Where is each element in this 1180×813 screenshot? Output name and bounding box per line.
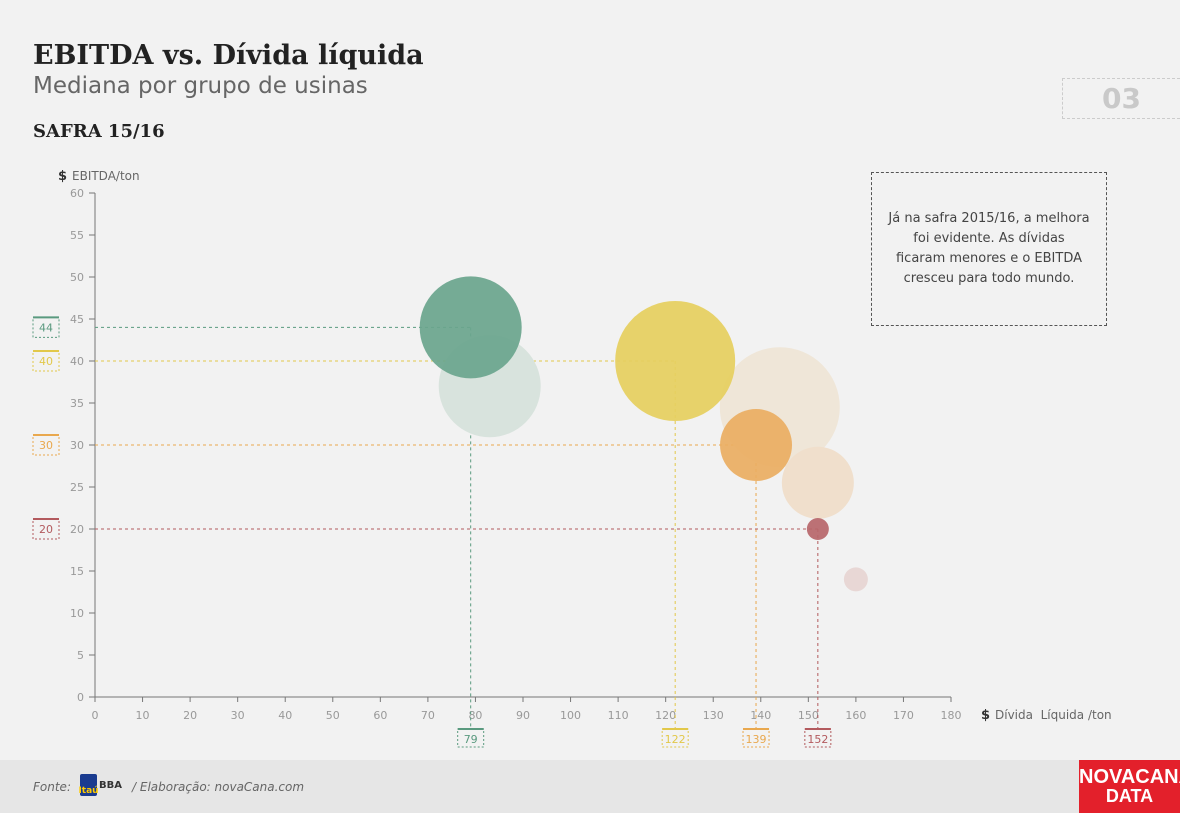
page-number: 03 xyxy=(1062,78,1180,119)
x-tick-label: 150 xyxy=(798,709,819,722)
bubble-layer xyxy=(419,276,868,592)
x-tick-label: 10 xyxy=(136,709,150,722)
x-axis-currency: $ xyxy=(981,708,990,723)
y-tick-label: 40 xyxy=(70,355,84,368)
y-tick-label: 25 xyxy=(70,481,84,494)
elaboration-credit: / Elaboração: novaCana.com xyxy=(132,780,305,794)
itau-logo-text: BBA xyxy=(99,779,122,791)
x-tick-label: 90 xyxy=(516,709,530,722)
bubble-1516 xyxy=(720,409,793,481)
bubble-1516 xyxy=(806,518,829,540)
chart-axes: 0 5 10 15 20 25 30 35 40 45 50 55 60 0 10 20 30 40 50 60 70 8… xyxy=(70,187,962,722)
y-tick-label: 15 xyxy=(70,565,84,578)
footer-bar xyxy=(0,760,1180,813)
annotation-box: Já na safra 2015/16, a melhora foi evide… xyxy=(871,172,1107,326)
bubble-chart: 0 5 10 15 20 25 30 35 40 45 50 55 60 0 10 20 30 40 50 60 70 8… xyxy=(32,169,1112,748)
y-tick-label: 35 xyxy=(70,397,84,410)
x-tick-label: 110 xyxy=(608,709,629,722)
itau-bba-logo: Itaú BBA xyxy=(78,774,122,796)
x-tick-label: 120 xyxy=(655,709,676,722)
bubble-1516 xyxy=(615,301,736,421)
value-markers: 44 79 40 122 30 139 20 152 xyxy=(32,316,832,748)
bubble-1516 xyxy=(419,276,522,379)
x-value-label: 79 xyxy=(464,733,478,746)
y-tick-label: 10 xyxy=(70,607,84,620)
novacana-data-logo: NOVACANA DATA xyxy=(1079,760,1180,813)
y-tick-label: 45 xyxy=(70,313,84,326)
x-tick-label: 40 xyxy=(278,709,292,722)
chart-subtitle: Mediana por grupo de usinas xyxy=(33,73,368,99)
y-tick-label: 30 xyxy=(70,439,84,452)
period-label: SAFRA 15/16 xyxy=(33,121,165,142)
y-tick-label: 0 xyxy=(77,691,84,704)
logo-line-2: DATA xyxy=(1105,785,1154,806)
y-value-label: 44 xyxy=(39,321,53,334)
x-value-label: 152 xyxy=(807,733,828,746)
x-tick-label: 0 xyxy=(92,709,99,722)
bubble-1415 xyxy=(843,567,868,592)
x-tick-label: 100 xyxy=(560,709,581,722)
y-tick-label: 60 xyxy=(70,187,84,200)
x-tick-label: 80 xyxy=(468,709,482,722)
x-tick-label: 70 xyxy=(421,709,435,722)
x-value-label: 139 xyxy=(746,733,767,746)
y-tick-label: 50 xyxy=(70,271,84,284)
y-tick-label: 5 xyxy=(77,649,84,662)
x-tick-label: 130 xyxy=(703,709,724,722)
x-tick-label: 20 xyxy=(183,709,197,722)
bubble-1415 xyxy=(781,446,854,519)
x-tick-label: 30 xyxy=(231,709,245,722)
itau-logo-mark: Itaú xyxy=(78,774,99,796)
x-axis-label: Dívida Líquida /ton xyxy=(995,708,1112,722)
x-value-label: 122 xyxy=(665,733,686,746)
x-tick-label: 140 xyxy=(750,709,771,722)
y-value-label: 40 xyxy=(39,355,53,368)
y-tick-label: 55 xyxy=(70,229,84,242)
y-value-label: 20 xyxy=(39,523,53,536)
x-tick-label: 50 xyxy=(326,709,340,722)
y-axis-label: EBITDA/ton xyxy=(72,169,140,183)
y-tick-label: 20 xyxy=(70,523,84,536)
x-tick-label: 180 xyxy=(941,709,962,722)
x-tick-label: 60 xyxy=(373,709,387,722)
y-axis-currency: $ xyxy=(58,169,67,184)
y-value-label: 30 xyxy=(39,439,53,452)
x-tick-label: 160 xyxy=(845,709,866,722)
source-label: Fonte: xyxy=(33,780,71,794)
x-tick-label: 170 xyxy=(893,709,914,722)
chart-title: EBITDA vs. Dívida líquida xyxy=(33,40,424,71)
logo-line-1: NOVACANA xyxy=(1079,765,1180,788)
